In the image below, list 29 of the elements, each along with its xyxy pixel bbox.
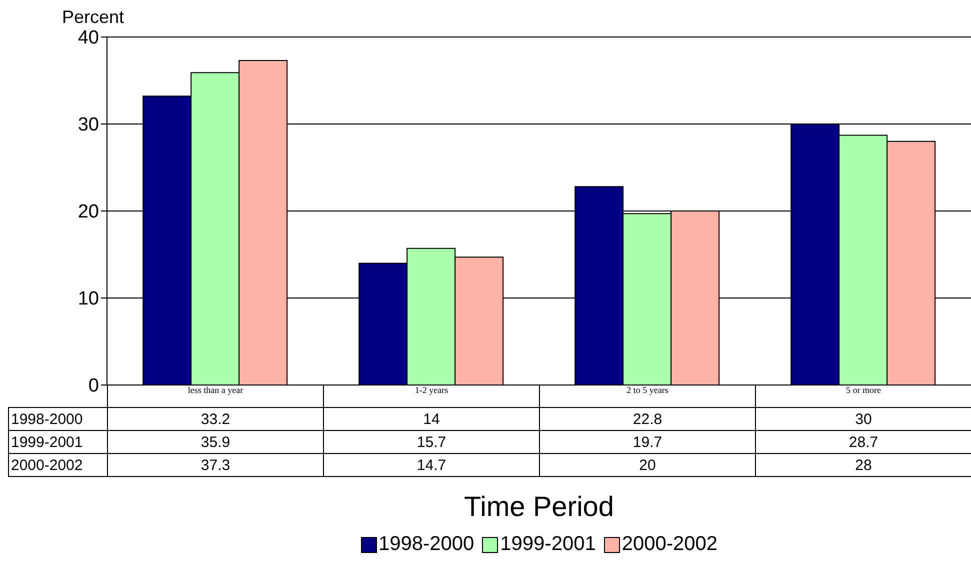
data-label: 19.7 — [540, 430, 756, 454]
y-tick-label: 0 — [88, 376, 99, 397]
y-tick-label: 30 — [78, 114, 99, 136]
x-tick-label: less than a year — [108, 385, 324, 408]
data-label: 30 — [756, 408, 971, 430]
text: 1998-2000 — [11, 410, 83, 428]
y-tick-label: 10 — [78, 288, 99, 310]
legend-label: 1999-2001 — [500, 533, 596, 556]
x-tick-label: 1-2 years — [324, 385, 540, 408]
text: 2000-2002 — [11, 456, 83, 474]
x-tick-label: 5 or more — [756, 385, 971, 408]
text: 1999-2001 — [11, 434, 83, 450]
data-label: 14.7 — [324, 454, 540, 476]
data-label: 37.3 — [108, 454, 324, 476]
x-tick-label: 2 to 5 years — [540, 385, 756, 408]
data-label: 22.8 — [540, 408, 756, 430]
data-label: 33.2 — [108, 408, 324, 430]
data-label: 14 — [324, 408, 540, 430]
data-label: 28 — [756, 454, 971, 476]
data-label: 20 — [540, 454, 756, 476]
y-axis-title: Percent — [61, 7, 126, 27]
legend-label: 2000-2002 — [622, 533, 718, 556]
y-tick-label: 20 — [78, 202, 99, 223]
x-axis-title: Time Period — [463, 491, 615, 523]
data-label: 15.7 — [324, 430, 540, 454]
legend-label: 1998-2000 — [378, 533, 474, 556]
y-tick-label: 40 — [78, 28, 99, 49]
data-label: 35.9 — [108, 430, 324, 454]
data-label: 28.7 — [756, 430, 971, 454]
